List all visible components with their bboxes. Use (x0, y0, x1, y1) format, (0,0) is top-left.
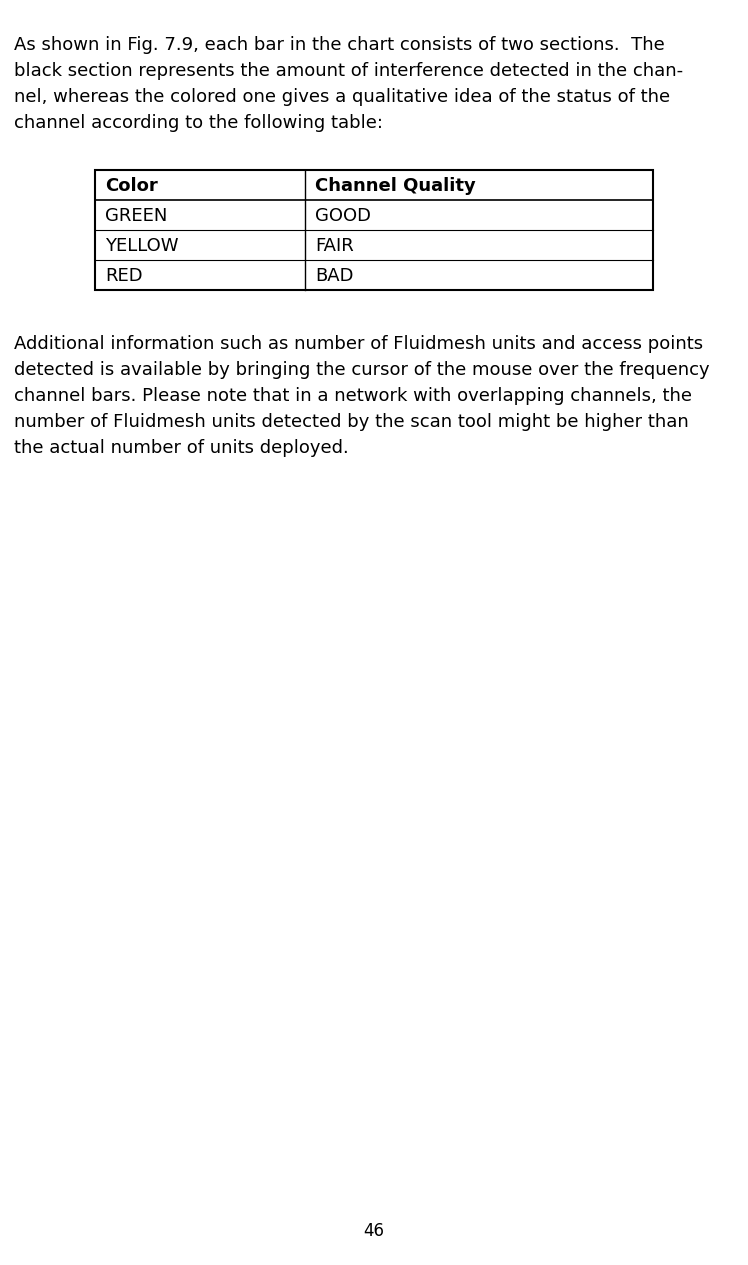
Text: black section represents the amount of interference detected in the chan-: black section represents the amount of i… (14, 62, 683, 80)
Text: GOOD: GOOD (315, 207, 371, 225)
Text: BAD: BAD (315, 267, 354, 285)
Text: YELLOW: YELLOW (105, 237, 179, 256)
Text: number of Fluidmesh units detected by the scan tool might be higher than: number of Fluidmesh units detected by th… (14, 412, 689, 431)
Text: the actual number of units deployed.: the actual number of units deployed. (14, 439, 349, 457)
Text: channel according to the following table:: channel according to the following table… (14, 114, 383, 132)
Text: Channel Quality: Channel Quality (315, 177, 476, 195)
Text: As shown in Fig. 7.9, each bar in the chart consists of two sections.  The: As shown in Fig. 7.9, each bar in the ch… (14, 35, 665, 54)
Bar (95, 170, 653, 290)
Text: channel bars. Please note that in a network with overlapping channels, the: channel bars. Please note that in a netw… (14, 387, 692, 405)
Text: RED: RED (105, 267, 143, 285)
Text: GREEN: GREEN (105, 207, 168, 225)
Text: Color: Color (105, 177, 158, 195)
Text: FAIR: FAIR (315, 237, 354, 256)
Text: nel, whereas the colored one gives a qualitative idea of the status of the: nel, whereas the colored one gives a qua… (14, 89, 670, 106)
Text: detected is available by bringing the cursor of the mouse over the frequency: detected is available by bringing the cu… (14, 361, 710, 380)
Text: Additional information such as number of Fluidmesh units and access points: Additional information such as number of… (14, 335, 703, 353)
Text: 46: 46 (364, 1222, 384, 1240)
